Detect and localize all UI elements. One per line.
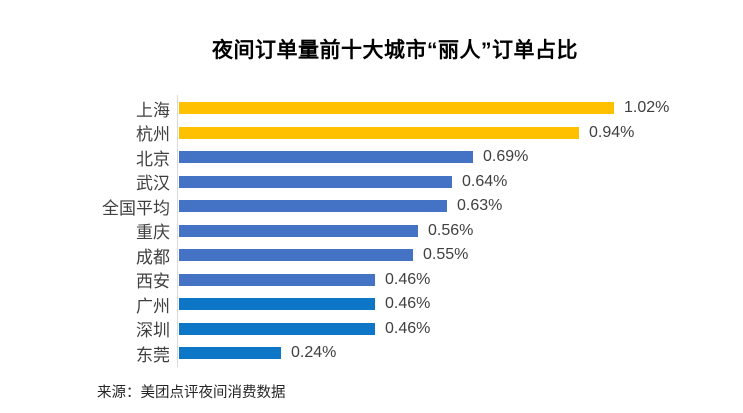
bar	[179, 273, 375, 286]
bar-row: 东莞 0.24%	[97, 341, 717, 366]
value-label: 0.63%	[457, 197, 503, 215]
category-label: 北京	[136, 149, 170, 169]
bar	[179, 102, 614, 115]
category-label: 全国平均	[102, 198, 170, 218]
bar-row: 西安 0.46%	[97, 268, 717, 293]
value-label: 0.64%	[462, 172, 508, 190]
bar-track: 0.55%	[179, 246, 717, 264]
bar-track: 0.64%	[179, 173, 717, 191]
bar	[179, 322, 375, 335]
value-label: 0.56%	[428, 221, 474, 239]
category-label: 上海	[136, 100, 170, 120]
bar-track: 0.69%	[179, 148, 717, 166]
category-label: 成都	[136, 247, 170, 267]
bar-row: 深圳 0.46%	[97, 317, 717, 342]
bar	[179, 200, 447, 213]
y-axis-line	[177, 95, 178, 367]
bar-row: 广州 0.46%	[97, 292, 717, 317]
bar	[179, 151, 473, 164]
chart-title: 夜间订单量前十大城市“丽人”订单占比	[212, 39, 578, 62]
category-label: 东莞	[136, 345, 170, 365]
category-label: 广州	[136, 296, 170, 316]
value-label: 0.46%	[385, 295, 431, 313]
value-label: 0.94%	[589, 123, 635, 141]
bar	[179, 224, 418, 237]
bar-track: 0.56%	[179, 222, 717, 240]
category-label: 武汉	[136, 174, 170, 194]
bar-track: 1.02%	[179, 99, 717, 117]
value-label: 0.46%	[385, 319, 431, 337]
bar	[179, 298, 375, 311]
bar-track: 0.94%	[179, 124, 717, 142]
bar	[179, 126, 579, 139]
bar	[179, 347, 281, 360]
bar-row: 重庆 0.56%	[97, 219, 717, 244]
bar-track: 0.46%	[179, 271, 717, 289]
category-label: 重庆	[136, 223, 170, 243]
bar	[179, 249, 413, 262]
bar-row: 成都 0.55%	[97, 243, 717, 268]
value-label: 0.55%	[423, 246, 469, 264]
bar-row: 北京 0.69%	[97, 145, 717, 170]
value-label: 0.46%	[385, 270, 431, 288]
bar-row: 杭州 0.94%	[97, 121, 717, 146]
category-label: 杭州	[136, 125, 170, 145]
plot-area: 上海 1.02% 杭州 0.94% 北京 0.69% 武汉 0.64% 全国平均…	[97, 95, 717, 367]
bar-track: 0.63%	[179, 197, 717, 215]
bar-track: 0.46%	[179, 295, 717, 313]
value-label: 0.69%	[483, 148, 529, 166]
bar-track: 0.24%	[179, 344, 717, 362]
bar-row: 全国平均 0.63%	[97, 194, 717, 219]
bar-row: 武汉 0.64%	[97, 170, 717, 195]
category-label: 西安	[136, 272, 170, 292]
bar	[179, 175, 452, 188]
bar-track: 0.46%	[179, 320, 717, 338]
bar-row: 上海 1.02%	[97, 96, 717, 121]
category-label: 深圳	[136, 321, 170, 341]
value-label: 1.02%	[624, 99, 670, 117]
source-note: 来源：美团点评夜间消费数据	[97, 385, 286, 401]
value-label: 0.24%	[291, 344, 337, 362]
